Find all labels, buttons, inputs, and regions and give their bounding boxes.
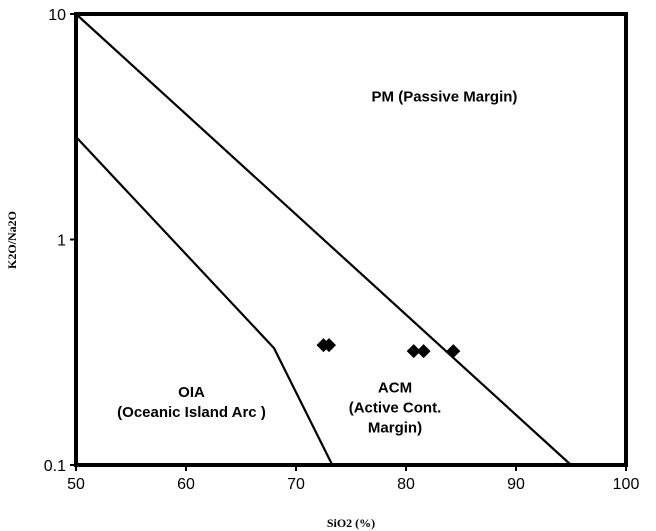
- region-label: Margin): [368, 419, 422, 436]
- y-axis-label: K2O/Na2O: [5, 211, 19, 269]
- region-label: OIA: [178, 384, 205, 401]
- x-axis-ticks: 50 60 70 80 90 100: [67, 465, 639, 493]
- y-tick-label: 1: [57, 233, 66, 250]
- y-axis-ticks: 10 1 0.1: [44, 7, 76, 475]
- boundary-lines: [75, 13, 572, 466]
- x-tick-label: 70: [287, 476, 305, 493]
- y-tick-label: 0.1: [44, 458, 66, 475]
- x-axis-label: SiO2 (%): [327, 516, 375, 530]
- region-label: (Oceanic Island Arc ): [117, 404, 266, 421]
- x-tick-label: 100: [613, 476, 640, 493]
- y-tick-label: 10: [48, 7, 66, 24]
- plot-frame: [74, 12, 628, 467]
- region-label: (Active Cont.: [349, 399, 442, 416]
- data-points: [316, 338, 461, 359]
- data-point: [406, 344, 421, 359]
- data-point: [322, 338, 336, 353]
- boundary-line: [75, 13, 572, 466]
- x-tick-label: 50: [67, 476, 85, 493]
- x-tick-label: 60: [177, 476, 195, 493]
- x-tick-label: 80: [397, 476, 415, 493]
- data-point: [416, 344, 431, 359]
- x-tick-label: 90: [507, 476, 525, 493]
- region-label: PM (Passive Margin): [372, 89, 518, 106]
- region-labels: PM (Passive Margin) OIA (Oceanic Island Ar…: [117, 89, 517, 437]
- data-point: [446, 344, 461, 359]
- boundary-line: [75, 136, 334, 466]
- region-label: ACM: [378, 379, 412, 396]
